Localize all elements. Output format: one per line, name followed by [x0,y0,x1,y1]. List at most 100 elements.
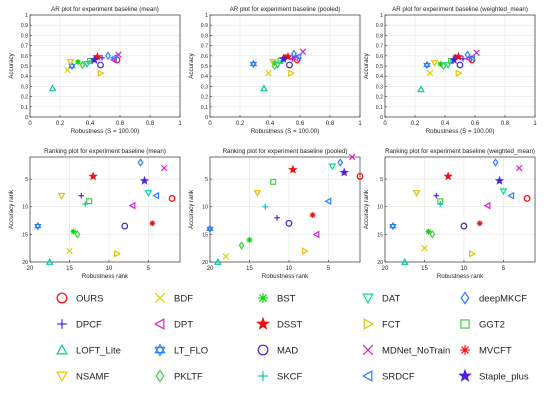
plot-area [30,157,180,262]
y-tick-label: 0.9 [201,23,208,29]
legend-item: SRDCF [361,370,415,383]
y-tick-label: 0.6 [21,54,28,60]
x-tick-label: 5 [327,266,331,272]
point-mdnet-notrain [160,164,168,172]
legend-label: MDNet_NoTrain [382,346,450,357]
point-pkltf [238,241,245,250]
y-tick-label: 0.6 [201,54,208,60]
chart-panel-5: 20 15 10 5 5 10 15 20 Ranking plot for experimen… [188,148,364,280]
point-nsamf [253,190,262,197]
point-fct [114,249,121,258]
point-mad [456,61,464,69]
point-srdcf [507,191,515,200]
point-nsamf [412,190,421,197]
y-tick-label: 1 [205,13,208,19]
legend-label: LOFT_Lite [76,346,121,357]
point-pkltf [440,61,447,71]
legend-item: Staple_plus [458,368,529,383]
point-dpcf [460,56,466,62]
point-mdnet-notrain [348,153,356,161]
x-tick-label: 15 [421,266,428,272]
legend-marker-icon [258,293,268,303]
x-tick-label: 10 [461,266,468,272]
point-dpt [312,230,320,239]
y-tick-label: 0.4 [201,74,208,80]
x-tick-label: 0.2 [411,121,420,127]
legend-marker-icon [154,343,166,357]
point-deepmkcf [105,51,111,61]
point-mvcft [309,212,316,218]
point-ggt2 [270,178,277,185]
legend-item: PKLTF [155,369,203,383]
point-srdcf [467,54,475,62]
y-tick-label: 0.2 [376,95,383,101]
y-axis-label: Accuracy [363,52,370,78]
x-axis-label: Robustness (S = 100.00) [71,128,140,135]
y-tick-label: 0.4 [376,74,383,80]
y-tick-label: 0.8 [21,33,28,39]
point-bst [75,59,81,65]
point-ggt2 [86,198,93,205]
point-dat [444,62,452,70]
legend-label: deepMKCF [479,294,527,305]
x-tick-label: 0.8 [501,121,510,127]
point-deepmkcf [492,158,499,167]
legend-item: MAD [257,344,298,357]
point-lt-flo [249,59,258,69]
y-axis-label: Accuracy [8,52,15,78]
point-dpt [128,201,136,210]
point-dsst [88,171,98,181]
x-tick-label: 20 [27,266,34,272]
point-bdf [426,69,434,77]
legend-item: deepMKCF [460,291,527,305]
legend-label: GGT2 [479,320,505,331]
y-axis-label: Accuracy [188,52,195,78]
point-dat [144,190,153,197]
point-srdcf [294,53,302,61]
y-tick-label: 15 [377,232,383,238]
y-tick-label: 0.1 [376,105,383,111]
point-bdf [66,247,73,255]
point-dat [83,61,91,68]
chart-title: AR plot for experiment baseline (mean) [51,6,159,13]
legend-marker-icon [257,344,269,356]
point-staple-plus [494,175,505,185]
legend-label: DAT [382,294,400,305]
y-tick-label: 0.3 [21,84,28,90]
point-pkltf [429,230,436,239]
y-tick-label: 0.3 [201,84,208,90]
legend-marker-icon [460,291,470,305]
x-tick-label: 0.4 [266,121,275,127]
point-dpcf [99,55,105,61]
x-tick-label: 0 [383,121,387,127]
y-tick-label: 0.7 [21,44,28,50]
y-tick-label: 0.2 [201,95,208,101]
chart-title: Ranking plot for experiment baseline (po… [223,148,348,155]
legend-item: SKCF [258,371,303,383]
chart-panels: 0 0.2 0.4 0.6 0.8 10 0.1 0.2 0.3 0.4 0.5 0.6 0.7 0.8 0… [8,6,537,280]
point-mad [286,61,293,69]
point-srdcf [324,197,332,206]
y-tick-label: 0.3 [376,84,383,90]
legend-label: BST [277,294,296,305]
legend-marker-icon [57,319,67,329]
x-tick-label: 0.6 [471,121,480,127]
y-tick-label: 1 [380,13,383,19]
legend-label: NSAMF [76,372,109,383]
y-tick-label: 0.5 [201,64,208,70]
legend-marker-icon [460,319,470,329]
legend-item: MDNet_NoTrain [362,344,450,357]
point-mvcft [149,220,156,227]
legend-item: GGT2 [460,319,505,331]
x-tick-label: 5 [502,266,506,272]
x-tick-label: 0.4 [441,121,450,127]
x-tick-label: 0.2 [56,121,65,127]
legend-item: FCT [363,318,401,331]
legend-marker-icon [362,344,374,356]
y-axis-label: Accuracy rank [363,189,370,229]
legend-marker-icon [256,316,270,330]
x-axis-label: Robustness (S = 100.00) [251,128,320,135]
legend-item: DSST [256,316,303,331]
point-bst [246,237,253,243]
point-mvcft [476,220,483,227]
